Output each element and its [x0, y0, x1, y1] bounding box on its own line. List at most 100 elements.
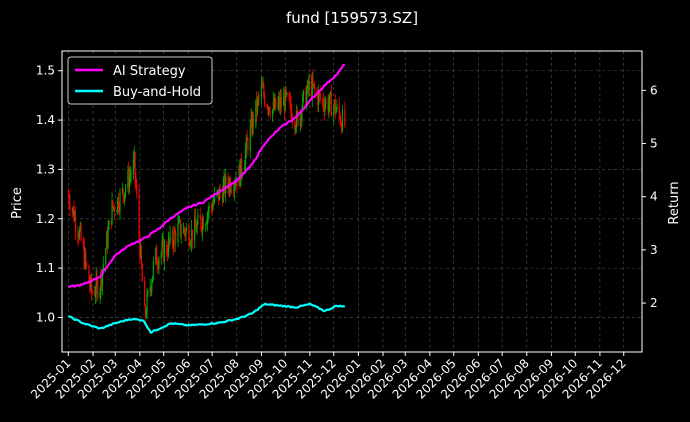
candle-body	[225, 176, 227, 194]
candle-body	[234, 184, 236, 186]
candle-body	[177, 223, 179, 243]
candle-body	[310, 81, 313, 98]
candle-body	[157, 265, 159, 268]
candle-body	[325, 99, 327, 105]
candle-body	[93, 293, 96, 296]
candle-body	[77, 230, 79, 238]
candle-body	[124, 193, 126, 201]
candle-body	[105, 249, 107, 265]
candle-body	[341, 109, 344, 132]
candle-body	[128, 170, 130, 188]
candle-body	[206, 223, 208, 224]
candle-body	[135, 177, 137, 187]
candle-body	[213, 193, 216, 202]
candle-body	[252, 114, 254, 134]
candle-body	[294, 122, 296, 130]
candle-body	[116, 211, 118, 213]
candle-body	[297, 111, 299, 126]
candle-body	[162, 240, 164, 243]
candle-body	[138, 193, 140, 237]
candle-body	[141, 266, 143, 282]
left-tick-label: 1.2	[36, 212, 55, 226]
candle-body	[256, 99, 258, 113]
candle-body	[122, 188, 124, 196]
candle-body	[95, 275, 97, 294]
left-tick-label: 1.4	[36, 113, 55, 127]
candle-body	[317, 93, 319, 105]
candle-body	[113, 206, 116, 213]
candle-body	[271, 109, 274, 116]
candle-body	[127, 170, 129, 188]
candle-body	[218, 188, 220, 201]
candle-body	[335, 109, 337, 114]
candle-body	[277, 102, 279, 109]
candle-body	[267, 106, 269, 110]
candle-body	[300, 112, 302, 121]
candle-body	[124, 187, 127, 194]
candle-body	[85, 251, 87, 263]
candle-body	[156, 263, 158, 266]
candle-body	[240, 158, 242, 187]
candle-body	[202, 218, 204, 232]
candle-body	[230, 191, 232, 193]
candle-body	[83, 246, 85, 268]
candle-body	[194, 217, 196, 241]
candle-body	[169, 231, 171, 243]
candle-body	[308, 81, 310, 90]
candle-body	[294, 128, 297, 130]
candle-body	[272, 101, 274, 110]
candle-body	[305, 90, 307, 107]
candle-body	[223, 176, 225, 185]
candle-body	[247, 140, 249, 151]
candle-body	[289, 99, 291, 101]
candle-body	[151, 282, 153, 292]
candle-body	[101, 272, 103, 286]
candle-body	[288, 92, 290, 100]
right-tick-label: 3	[650, 243, 658, 257]
candle-body	[262, 86, 264, 88]
candle-body	[119, 191, 121, 211]
candle-body	[286, 92, 288, 95]
candle-body	[79, 225, 81, 230]
candle-body	[213, 201, 215, 204]
candle-body	[261, 84, 263, 88]
candle-body	[201, 228, 203, 232]
candle-body	[263, 86, 265, 96]
candle-body	[314, 84, 316, 90]
candle-body	[312, 78, 314, 86]
candle-body	[110, 220, 112, 225]
candle-body	[180, 233, 182, 236]
candle-body	[174, 230, 176, 233]
price-candles	[67, 68, 346, 323]
candle-body	[316, 89, 318, 94]
candle-body	[302, 90, 305, 95]
candle-body	[339, 114, 341, 124]
candle-body	[264, 95, 266, 105]
candle-body	[251, 116, 253, 134]
candle-body	[285, 88, 287, 95]
candle-body	[296, 110, 298, 112]
candle-body	[284, 88, 286, 111]
candle-body	[283, 96, 286, 111]
candle-body	[155, 247, 158, 264]
candle-body	[105, 233, 108, 250]
candle-body	[175, 232, 177, 243]
candle-body	[78, 237, 80, 239]
candle-body	[275, 98, 277, 109]
legend-label-buy-and-hold: Buy-and-Hold	[113, 85, 201, 100]
right-tick-label: 5	[650, 137, 658, 151]
candle-body	[136, 186, 138, 194]
candle-body	[306, 81, 309, 92]
candle-body	[200, 218, 202, 229]
candle-body	[211, 206, 213, 211]
right-tick-label: 4	[650, 190, 658, 204]
candle-body	[139, 236, 141, 258]
candle-body	[90, 277, 92, 293]
candle-body	[128, 176, 131, 188]
candle-body	[306, 91, 308, 107]
legend: AI Strategy Buy-and-Hold	[67, 56, 213, 105]
candle-body	[302, 94, 304, 110]
candle-body	[189, 244, 191, 246]
candle-body	[129, 175, 131, 177]
